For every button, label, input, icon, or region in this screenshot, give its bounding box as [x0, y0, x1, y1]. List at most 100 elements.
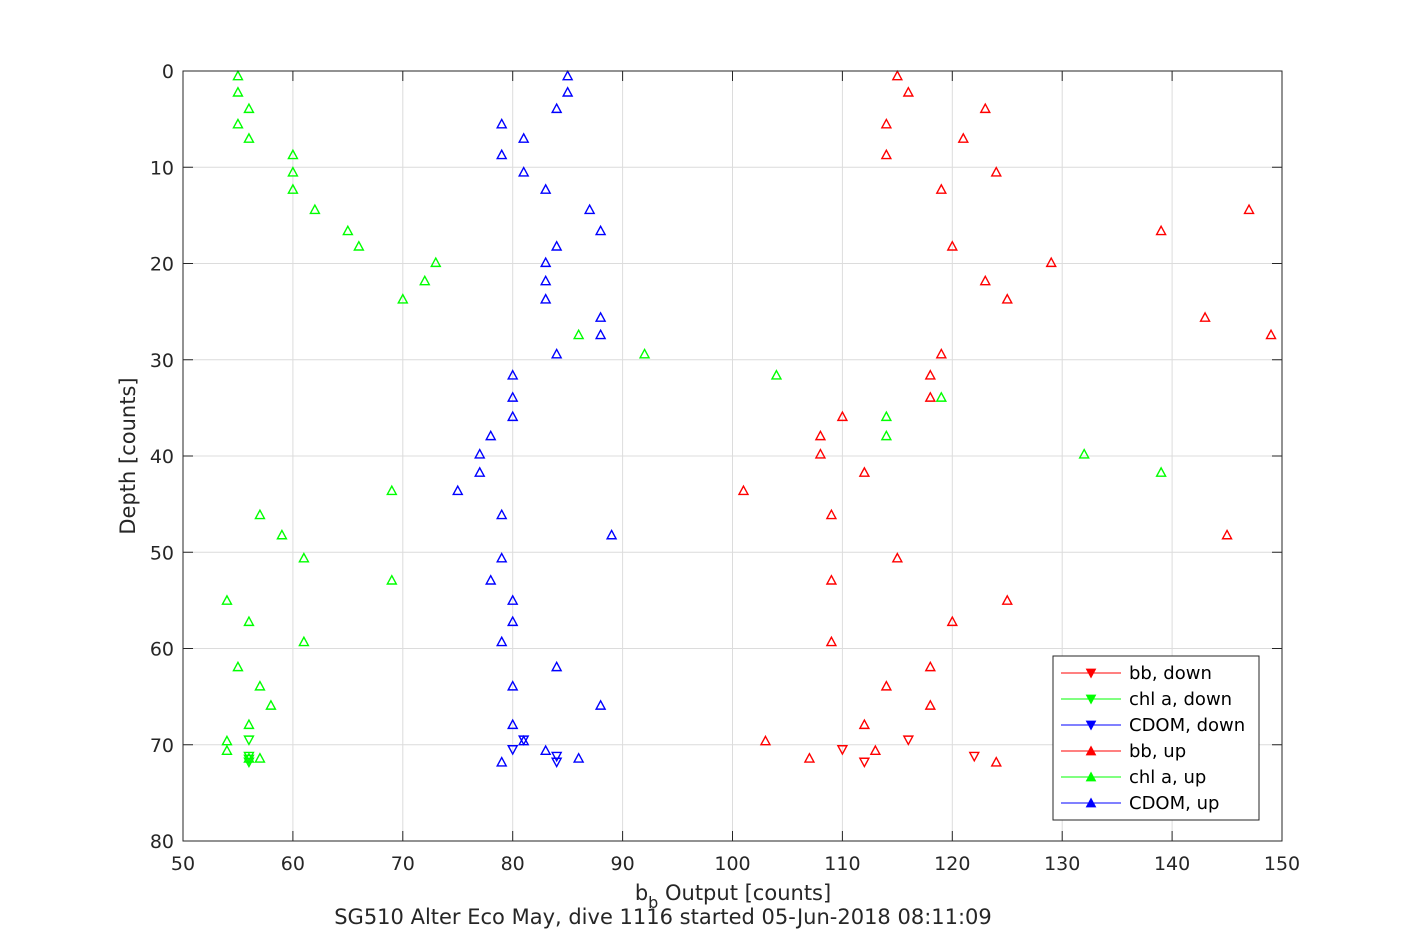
data-point: [979, 102, 991, 114]
legend-item: bb, down: [1061, 663, 1212, 684]
data-point: [858, 466, 871, 477]
data-marks: [221, 69, 1277, 769]
data-point: [243, 718, 255, 730]
data-point: [561, 86, 574, 97]
data-point: [869, 744, 882, 756]
data-point: [254, 680, 266, 691]
data-point: [254, 752, 266, 763]
data-point: [979, 274, 991, 286]
data-point: [507, 391, 519, 402]
data-point: [924, 699, 936, 710]
data-point: [594, 224, 607, 236]
data-point: [814, 429, 827, 441]
data-point: [880, 680, 893, 691]
data-point: [507, 594, 519, 605]
data-point: [1155, 224, 1167, 236]
y-tick-label: 80: [150, 831, 174, 853]
data-point: [353, 240, 365, 251]
series-chl-a-up: [221, 69, 1167, 763]
data-point: [507, 718, 519, 730]
data-point: [946, 240, 958, 251]
legend-item: CDOM, up: [1061, 793, 1219, 814]
legend-label: bb, up: [1129, 741, 1186, 762]
data-point: [496, 148, 508, 160]
y-tick-label: 0: [162, 61, 174, 83]
data-point: [539, 274, 552, 286]
y-tick-label: 50: [150, 542, 174, 564]
data-point: [891, 552, 904, 563]
data-point: [880, 429, 893, 441]
data-point: [265, 699, 277, 710]
data-point: [221, 594, 233, 605]
x-axis-label: bb Output [counts]: [635, 881, 831, 912]
data-point: [474, 448, 486, 459]
data-point: [243, 615, 255, 627]
x-tick-label: 70: [391, 853, 415, 875]
data-point: [825, 635, 838, 647]
data-point: [485, 574, 497, 585]
legend-item: chl a, down: [1061, 689, 1232, 710]
data-point: [935, 391, 947, 402]
data-point: [518, 166, 530, 177]
data-point: [594, 328, 607, 340]
data-point: [232, 117, 244, 129]
data-point: [572, 328, 585, 340]
data-point: [1001, 293, 1013, 304]
data-point: [990, 756, 1002, 767]
legend-item: CDOM, down: [1061, 715, 1245, 736]
data-point: [550, 660, 563, 672]
y-tick-label: 20: [150, 254, 174, 276]
data-point: [1199, 311, 1211, 322]
data-point: [814, 448, 827, 459]
data-point: [836, 410, 849, 422]
y-tick-label: 40: [150, 446, 174, 468]
data-point: [507, 745, 519, 756]
data-point: [935, 183, 947, 194]
data-point: [496, 756, 508, 767]
data-point: [518, 734, 530, 746]
x-tick-label: 140: [1154, 853, 1190, 875]
data-point: [935, 348, 947, 359]
data-point: [1155, 466, 1167, 477]
data-point: [825, 508, 838, 520]
series-bb-down: [836, 735, 980, 769]
data-point: [825, 574, 838, 585]
data-point: [496, 635, 508, 647]
legend-box: [1052, 655, 1260, 821]
legend-item: chl a, up: [1061, 767, 1206, 788]
data-point: [583, 203, 596, 215]
legend-marker: [1085, 771, 1097, 782]
data-point: [287, 148, 299, 160]
x-tick-label: 150: [1264, 853, 1300, 875]
data-point: [1001, 594, 1013, 605]
data-point: [638, 348, 651, 359]
data-point: [485, 429, 497, 441]
data-point: [539, 256, 552, 268]
data-point: [836, 745, 849, 756]
x-axis-label-rest: Output [counts]: [658, 881, 831, 905]
data-point: [496, 117, 508, 129]
data-point: [507, 615, 519, 627]
data-point: [550, 757, 563, 769]
data-point: [759, 734, 772, 746]
data-point: [298, 552, 310, 563]
data-point: [924, 369, 936, 380]
x-tick-label: 50: [171, 853, 195, 875]
data-point: [550, 102, 563, 114]
data-point: [386, 484, 398, 496]
y-tick-label: 10: [150, 157, 174, 179]
data-point: [309, 203, 321, 215]
data-point: [880, 410, 893, 422]
data-point: [924, 391, 936, 402]
data-point: [957, 132, 969, 143]
y-tick-label: 70: [150, 735, 174, 757]
data-point: [496, 552, 508, 563]
data-point: [518, 132, 530, 143]
data-point: [737, 484, 750, 496]
data-point: [496, 508, 508, 520]
legend-marker: [1085, 745, 1097, 756]
legend-marker: [1085, 720, 1097, 731]
legend-item: bb, up: [1061, 741, 1186, 762]
x-axis-label-subscript: b: [648, 893, 658, 912]
data-point: [287, 183, 299, 194]
